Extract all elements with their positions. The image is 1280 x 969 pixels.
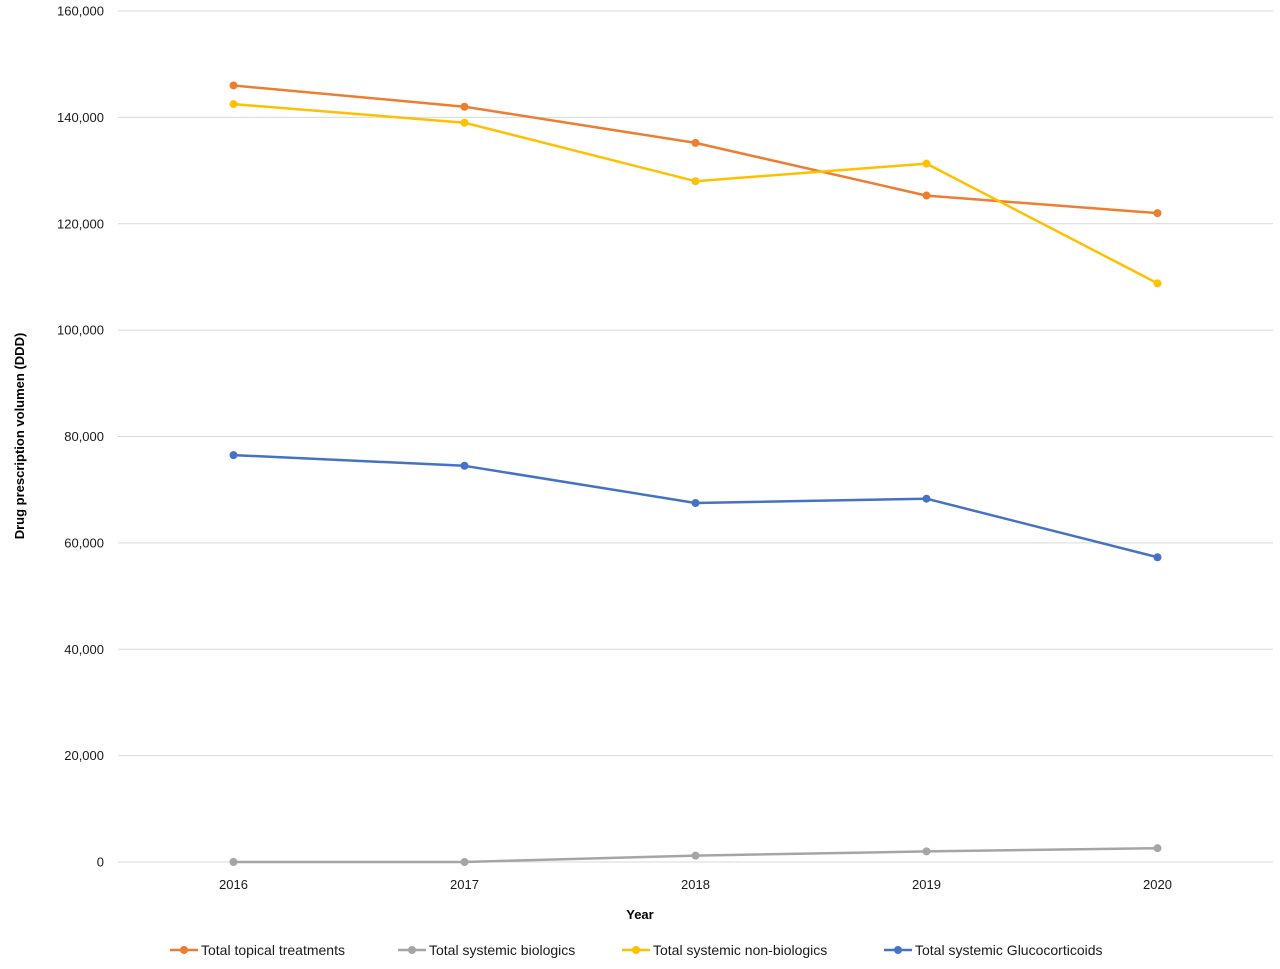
legend-label: Total systemic biologics — [429, 942, 575, 958]
series-2 — [229, 844, 1162, 866]
legend-label: Total systemic Glucocorticoids — [915, 942, 1103, 958]
legend-marker — [894, 946, 902, 954]
x-tick-label: 2020 — [1143, 877, 1172, 892]
legend-marker — [632, 946, 640, 954]
y-axis-title: Drug prescription volumen (DDD) — [12, 333, 27, 540]
y-tick-label: 60,000 — [64, 535, 104, 550]
y-tick-label: 40,000 — [64, 642, 104, 657]
data-point — [922, 494, 931, 503]
legend: Total topical treatments Total systemic b… — [170, 942, 1103, 958]
series-line — [232, 84, 1159, 215]
y-tick-label: 20,000 — [64, 748, 104, 763]
series-1 — [229, 81, 1162, 218]
data-point — [691, 498, 700, 507]
legend-label: Total topical treatments — [201, 942, 345, 958]
legend-item: Total topical treatments — [170, 942, 345, 958]
x-tick-label: 2019 — [912, 877, 941, 892]
y-tick-label: 100,000 — [57, 323, 104, 338]
series-lines — [229, 81, 1162, 866]
data-point — [1153, 209, 1162, 218]
data-point — [1153, 844, 1162, 853]
data-point — [229, 100, 238, 109]
y-axis-ticks: 0 20,000 40,000 60,000 80,000 100,000 120,000 1… — [57, 4, 104, 870]
data-point — [460, 461, 469, 470]
data-point — [460, 858, 469, 866]
data-point — [229, 81, 238, 90]
data-point — [691, 851, 700, 860]
legend-item: Total systemic biologics — [398, 942, 575, 958]
data-point — [922, 847, 931, 856]
data-point — [460, 118, 469, 127]
y-tick-label: 0 — [97, 855, 104, 870]
legend-item: Total systemic non-biologics — [622, 942, 827, 958]
y-tick-label: 120,000 — [57, 216, 104, 231]
x-axis-title: Year — [626, 907, 653, 922]
legend-marker — [180, 946, 188, 954]
x-tick-label: 2017 — [450, 877, 479, 892]
legend-marker — [408, 946, 416, 954]
y-tick-label: 140,000 — [57, 110, 104, 125]
series-3 — [229, 100, 1162, 288]
data-point — [1153, 553, 1162, 562]
y-tick-label: 80,000 — [64, 429, 104, 444]
series-4 — [229, 451, 1162, 562]
legend-label: Total systemic non-biologics — [653, 942, 827, 958]
data-point — [922, 159, 931, 168]
x-tick-label: 2018 — [681, 877, 710, 892]
x-tick-label: 2016 — [219, 877, 248, 892]
data-point — [229, 858, 238, 866]
y-tick-label: 160,000 — [57, 4, 104, 19]
legend-item: Total systemic Glucocorticoids — [884, 942, 1103, 958]
series-line — [232, 102, 1159, 285]
data-point — [691, 177, 700, 186]
data-point — [229, 451, 238, 460]
data-point — [691, 138, 700, 147]
x-axis-ticks: 2016 2017 2018 2019 2020 — [219, 877, 1172, 892]
data-point — [1153, 279, 1162, 288]
data-point — [922, 191, 931, 200]
data-point — [460, 102, 469, 111]
gridlines — [118, 10, 1273, 863]
